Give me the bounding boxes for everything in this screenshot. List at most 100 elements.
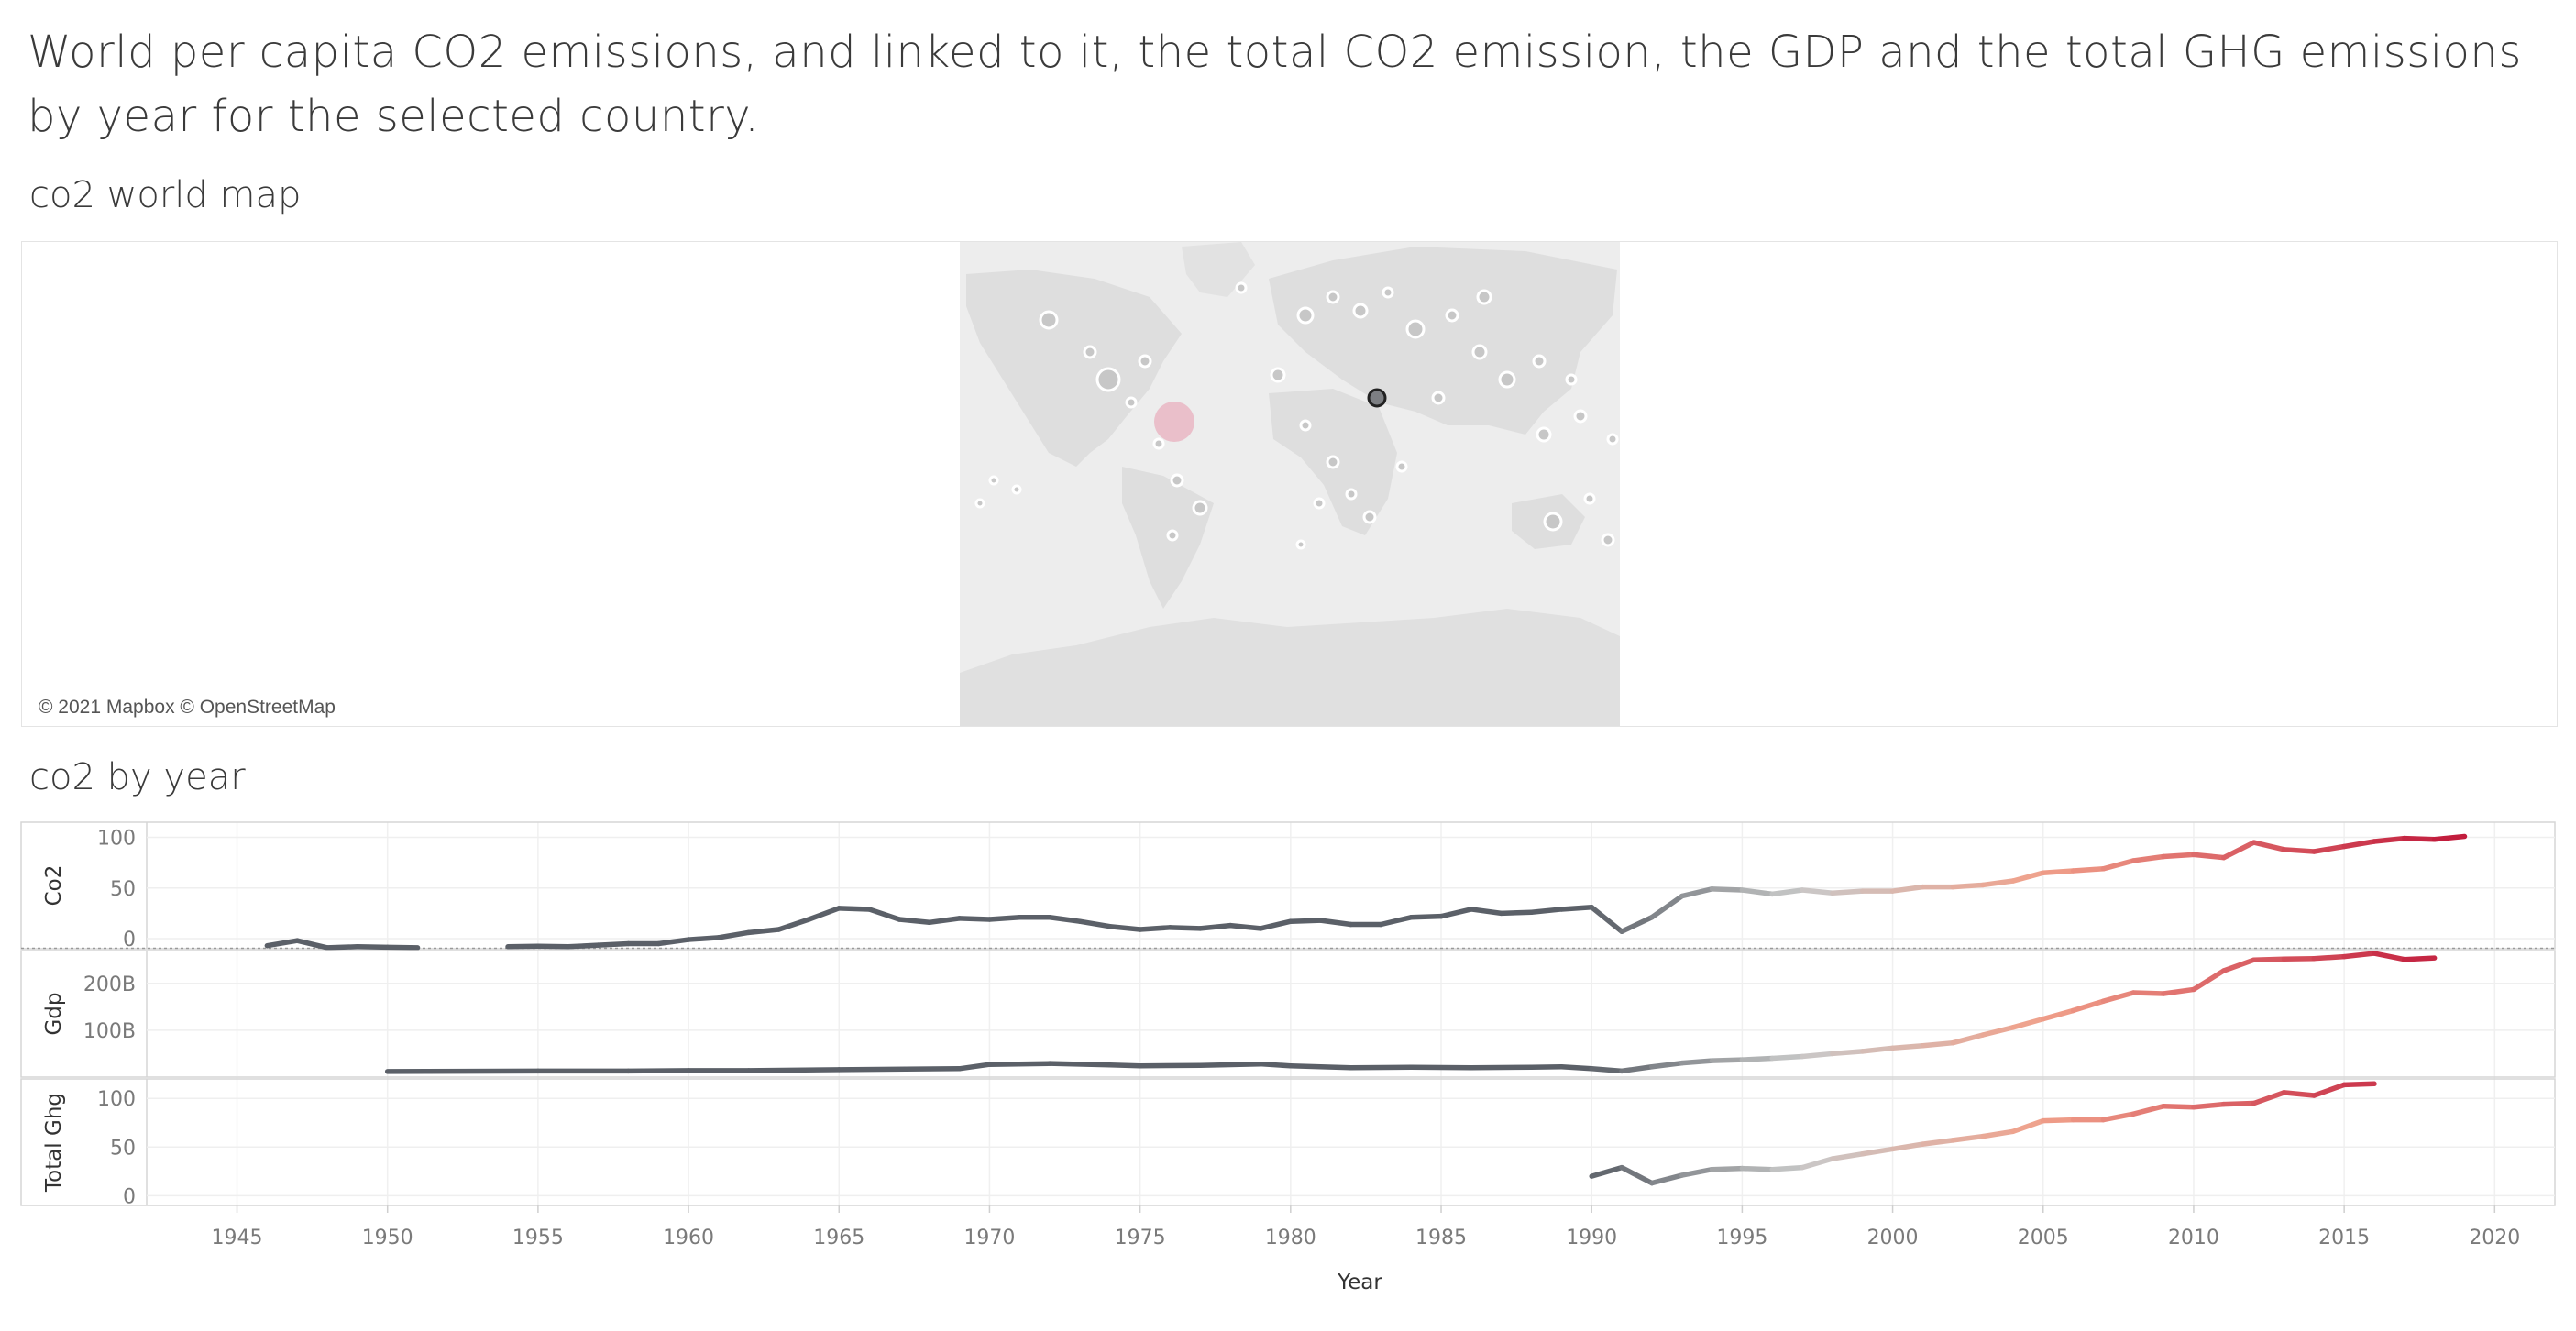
series-line-segment[interactable] [1288, 1062, 1354, 1071]
series-line-segment[interactable] [2311, 953, 2347, 962]
series-line-segment[interactable] [1709, 1057, 1745, 1063]
series-line-segment[interactable] [2311, 1082, 2347, 1098]
series-line-segment[interactable] [1258, 1061, 1294, 1069]
series-line-segment[interactable] [2431, 833, 2468, 842]
series-line-segment[interactable] [1679, 1166, 1715, 1178]
series-line-segment[interactable] [1469, 907, 1504, 917]
series-line-segment[interactable] [264, 938, 300, 949]
series-line-segment[interactable] [1378, 915, 1414, 928]
series-line-segment[interactable] [1980, 878, 2016, 888]
series-line-segment[interactable] [1679, 1058, 1715, 1066]
series-line-segment[interactable] [1859, 1146, 1896, 1157]
series-line-segment[interactable] [325, 944, 360, 951]
series-line-segment[interactable] [2402, 955, 2438, 962]
series-line-segment[interactable] [1589, 904, 1624, 934]
series-line-segment[interactable] [986, 915, 1023, 922]
series-line-segment[interactable] [1709, 886, 1745, 893]
series-line-segment[interactable] [1950, 1133, 1986, 1143]
series-line-segment[interactable] [1558, 1064, 1594, 1072]
series-line-segment[interactable] [2130, 1103, 2166, 1116]
series-line-segment[interactable] [384, 944, 421, 951]
selected-country-marker[interactable] [1367, 388, 1387, 408]
series-line-segment[interactable] [294, 938, 330, 951]
series-line-segment[interactable] [1649, 1172, 1685, 1186]
series-line-segment[interactable] [1288, 918, 1324, 924]
series-line-segment[interactable] [1167, 925, 1204, 931]
series-line-segment[interactable] [2221, 840, 2257, 861]
series-line-segment[interactable] [2221, 1100, 2257, 1107]
series-line-segment[interactable] [1950, 882, 1986, 890]
series-line-segment[interactable] [1980, 1128, 2016, 1139]
series-line-segment[interactable] [686, 935, 721, 942]
series-line-segment[interactable] [2311, 843, 2347, 854]
series-line-segment[interactable] [505, 943, 541, 950]
series-line-segment[interactable] [897, 917, 932, 926]
series-line-segment[interactable] [1739, 1165, 1775, 1172]
series-line-segment[interactable] [2281, 1090, 2317, 1098]
series-line-segment[interactable] [1830, 888, 1866, 896]
series-line-segment[interactable] [2100, 858, 2137, 872]
series-line-segment[interactable] [1859, 1045, 1896, 1054]
series-line-segment[interactable] [956, 1062, 993, 1072]
country-bubbles[interactable] [974, 281, 1619, 550]
series-line-segment[interactable] [776, 917, 812, 932]
highlighted-country-bubble[interactable] [1154, 402, 1194, 442]
series-line-segment[interactable] [2041, 1116, 2076, 1124]
series-line-segment[interactable] [1469, 1064, 1535, 1071]
series-line-segment[interactable] [1498, 909, 1535, 917]
series-line-segment[interactable] [2281, 847, 2317, 854]
series-line-segment[interactable] [1619, 1064, 1655, 1074]
series-line-segment[interactable] [1739, 1055, 1775, 1062]
series-line-segment[interactable] [355, 944, 391, 951]
series-line-segment[interactable] [384, 1068, 541, 1074]
series-line-segment[interactable] [2251, 840, 2287, 852]
series-line-segment[interactable] [1679, 886, 1715, 899]
series-line-segment[interactable] [1258, 918, 1294, 931]
series-line-segment[interactable] [1317, 918, 1354, 928]
series-line-segment[interactable] [1709, 1165, 1745, 1172]
co2-world-map[interactable]: © 2021 Mapbox © OpenStreetMap [21, 241, 2558, 727]
series-line-segment[interactable] [2191, 968, 2227, 993]
series-line-segment[interactable] [927, 916, 963, 926]
series-line-segment[interactable] [565, 942, 601, 950]
series-line-segment[interactable] [1137, 925, 1173, 932]
series-line-segment[interactable] [1619, 1164, 1655, 1186]
series-line-segment[interactable] [1889, 1043, 1926, 1051]
series-line-segment[interactable] [1920, 1040, 1955, 1049]
series-line-segment[interactable] [2372, 951, 2407, 962]
series-line-segment[interactable] [1077, 918, 1113, 930]
series-line-segment[interactable] [1408, 1064, 1474, 1071]
series-line-segment[interactable] [1589, 1066, 1624, 1074]
series-line-segment[interactable] [2161, 852, 2196, 860]
series-line-segment[interactable] [1137, 1062, 1204, 1069]
map-attribution[interactable]: © 2021 Mapbox © OpenStreetMap [35, 695, 339, 720]
series-line-segment[interactable] [1528, 1064, 1565, 1071]
series-line-segment[interactable] [625, 1068, 691, 1074]
series-line-segment[interactable] [1920, 1138, 1955, 1147]
series-line-segment[interactable] [1769, 887, 1805, 897]
series-line-segment[interactable] [2191, 1101, 2227, 1110]
series-line-segment[interactable] [2251, 1090, 2287, 1106]
series-line-segment[interactable] [1769, 1053, 1805, 1062]
series-line-segment[interactable] [655, 937, 691, 947]
series-line-segment[interactable] [2070, 866, 2107, 874]
series-line-segment[interactable] [1047, 1061, 1113, 1068]
series-line-segment[interactable] [1348, 1064, 1414, 1071]
series-line-segment[interactable] [1227, 922, 1263, 931]
series-line-segment[interactable] [1889, 1141, 1926, 1152]
series-line-segment[interactable] [2010, 1016, 2046, 1030]
series-line-segment[interactable] [836, 1066, 963, 1072]
series-line-segment[interactable] [2402, 835, 2438, 842]
series-line-segment[interactable] [1950, 1032, 1986, 1046]
world-map-canvas[interactable] [22, 242, 2557, 726]
series-line-segment[interactable] [1107, 1062, 1143, 1069]
series-line-segment[interactable] [2251, 956, 2287, 962]
series-line-segment[interactable] [716, 930, 752, 940]
series-line-segment[interactable] [1739, 887, 1775, 897]
series-line-segment[interactable] [2100, 1111, 2137, 1123]
series-line-segment[interactable] [2341, 951, 2377, 960]
series-line-segment[interactable] [1649, 893, 1685, 920]
series-line-segment[interactable] [1800, 1156, 1835, 1171]
series-line-segment[interactable] [1800, 1050, 1835, 1060]
